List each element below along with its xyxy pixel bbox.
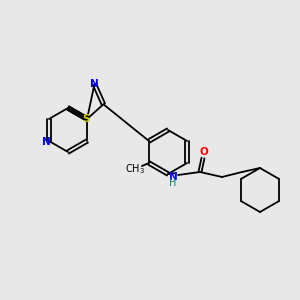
Text: N: N <box>42 137 50 147</box>
Text: CH$_3$: CH$_3$ <box>125 162 145 176</box>
Text: N: N <box>169 172 177 182</box>
Text: S: S <box>82 114 90 124</box>
Text: H: H <box>169 178 177 188</box>
Text: O: O <box>200 147 208 157</box>
Text: N: N <box>90 79 99 89</box>
